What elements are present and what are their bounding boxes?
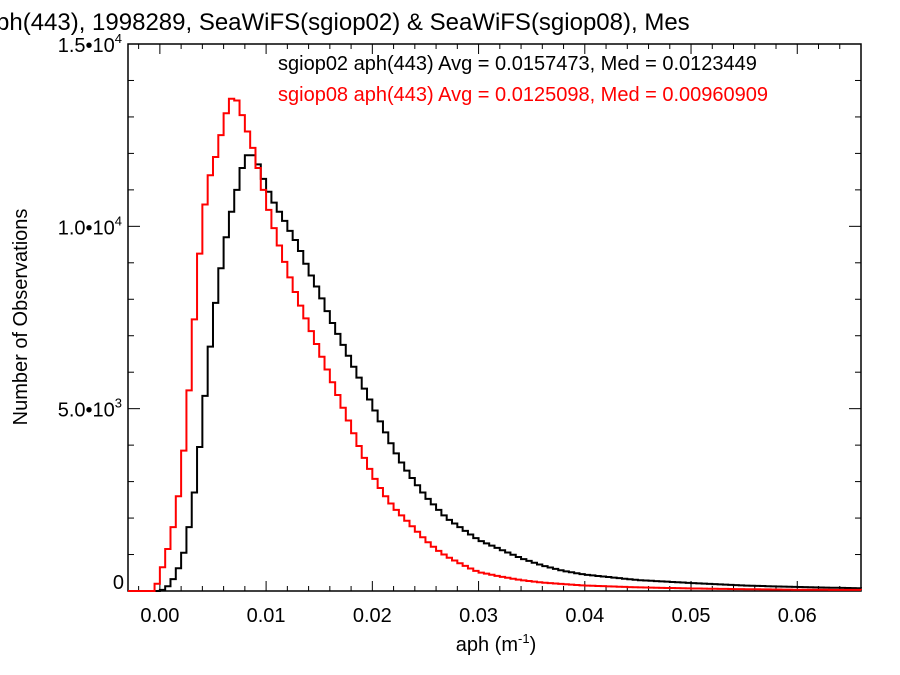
x-tick-label: 0.05 [672, 605, 711, 627]
x-tick-label: 0.04 [565, 605, 604, 627]
plot-frame [127, 43, 862, 592]
x-axis-title-base: aph (m [456, 634, 518, 656]
legend-sgiop02: sgiop02 aph(443) Avg = 0.0157473, Med = … [278, 53, 757, 75]
y-tick-label: 0 [113, 572, 124, 594]
x-tick-label: 0.01 [247, 605, 286, 627]
x-axis-ticks: 0.00 0.01 0.02 0.03 0.04 0.05 0.06 [138, 44, 862, 627]
x-tick-label: 0.06 [778, 605, 817, 627]
x-tick-label: 0.02 [353, 605, 392, 627]
x-tick-label: 0.03 [459, 605, 498, 627]
y-axis-title: Number of Observations [10, 209, 32, 426]
y-tick-label: 5.0•103 [58, 396, 122, 422]
x-axis-title: aph (m-1) [456, 631, 536, 656]
legend-sgiop08: sgiop08 aph(443) Avg = 0.0125098, Med = … [278, 84, 768, 106]
x-tick-label: 0.00 [140, 605, 179, 627]
x-axis-title-exponent: -1 [518, 631, 530, 646]
y-tick-label: 1.5•104 [58, 31, 122, 57]
series-sgiop08-line [128, 97, 862, 592]
y-tick-label: 1.0•104 [58, 213, 122, 239]
chart-title: ph(443), 1998289, SeaWiFS(sgiop02) & Sea… [0, 9, 690, 36]
series-sgiop02-line [128, 154, 862, 592]
series-layer [128, 97, 862, 592]
y-axis-ticks: 0 5.0•103 1.0•104 1.5•104 [58, 31, 861, 594]
x-axis-title-close: ) [530, 634, 537, 656]
